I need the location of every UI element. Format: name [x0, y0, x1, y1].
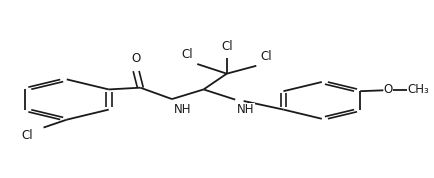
Text: O: O: [384, 83, 393, 96]
Text: NH: NH: [174, 103, 191, 116]
Text: Cl: Cl: [260, 50, 272, 63]
Text: Cl: Cl: [181, 48, 193, 61]
Text: Cl: Cl: [21, 129, 33, 142]
Text: O: O: [132, 52, 141, 65]
Text: NH: NH: [237, 103, 255, 116]
Text: Cl: Cl: [221, 40, 233, 53]
Text: CH₃: CH₃: [408, 83, 430, 96]
